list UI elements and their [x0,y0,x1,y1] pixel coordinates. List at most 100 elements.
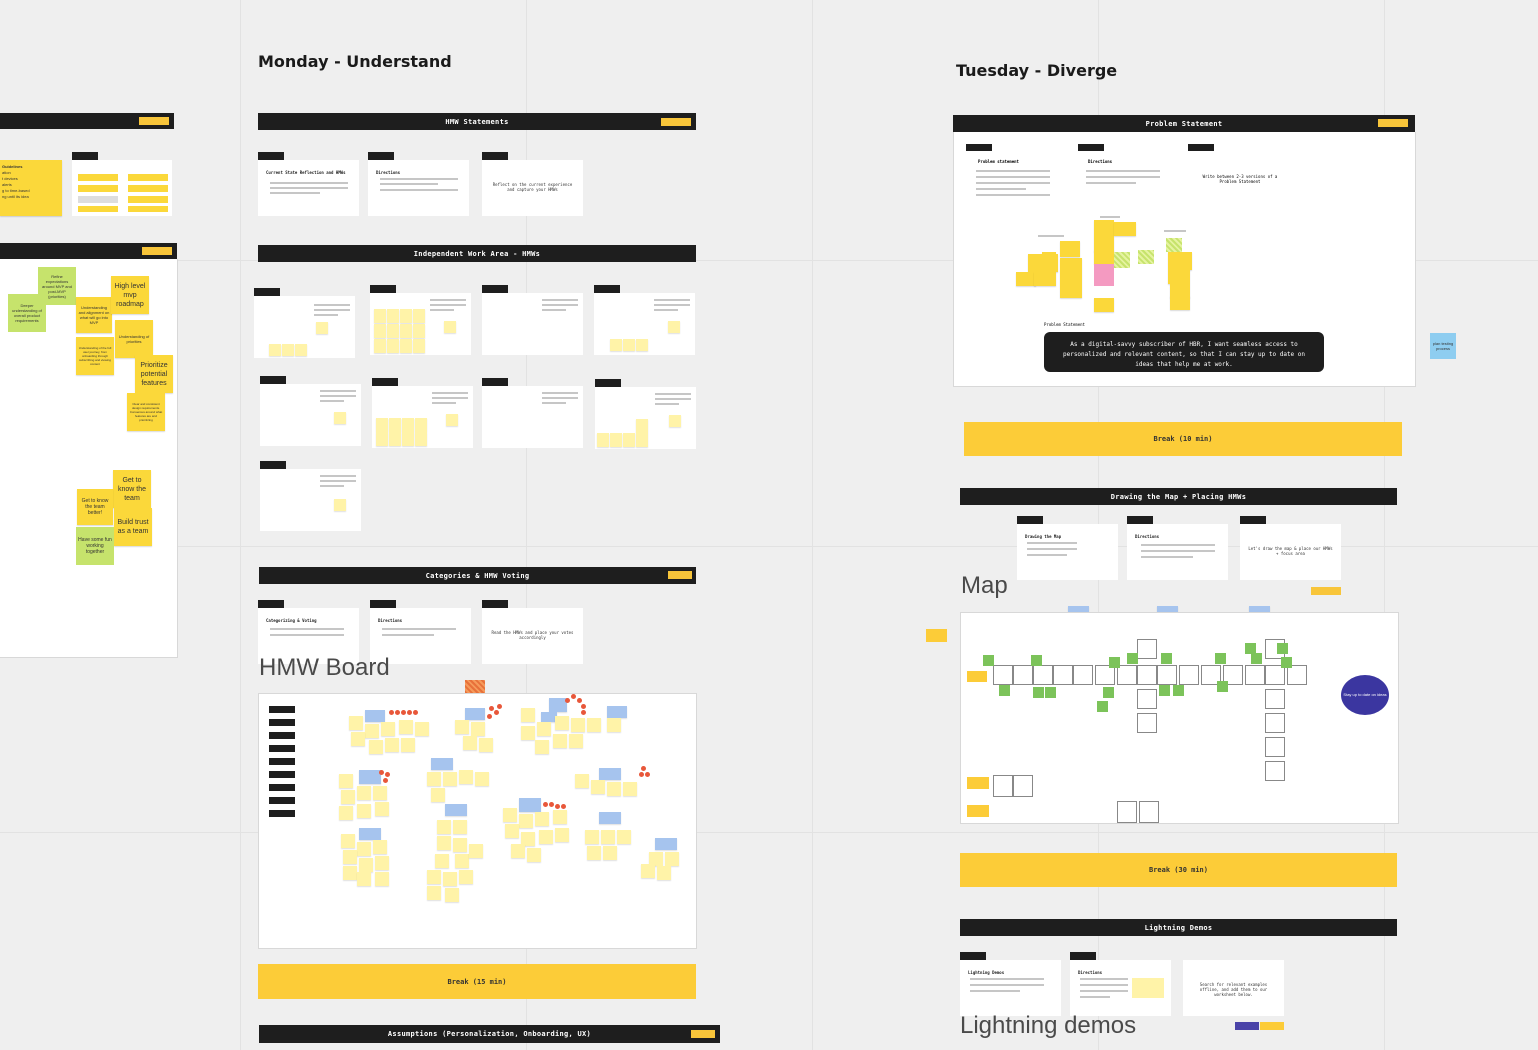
goal-sticky[interactable]: Understanding of priorities [115,320,153,358]
card-title: Directions [376,170,401,175]
goal-sticky[interactable]: Understanding of the full user journey, … [76,337,114,375]
monday-title: Monday - Understand [258,52,452,71]
problem-statement-text: As a digital-savvy subscriber of HBR, I … [1044,332,1324,372]
card-tab [1017,516,1043,524]
assumptions-bar: Assumptions (Personalization, Onboarding… [259,1025,720,1043]
goal-sticky[interactable]: High level mvp roadmap [111,276,149,314]
card-tab [72,152,98,160]
guideline-line: ation [2,170,11,175]
cat-card-1: Categorizing & Voting [258,600,359,664]
map-card-3: Let's draw the map & place our HMWs + fo… [1240,516,1341,580]
categories-bar: Categories & HMW Voting [259,567,696,584]
problem-statement-panel[interactable]: Problem statement Directions Write betwe… [953,132,1416,387]
lightning-card-2: Directions [1070,952,1171,1016]
card-title: Categorizing & Voting [266,618,317,623]
yellow-sticky [1260,1022,1284,1030]
card-content: Read the HMWs and place your votes accor… [491,630,574,640]
left-mini-card [72,152,172,216]
break-10-bar: Break (10 min) [964,422,1402,456]
map-blue-sticky [1157,606,1178,617]
map-label: Map [961,572,1008,599]
problem-direction: Write between 2-3 versions of a Problem … [1202,174,1278,184]
card-tab [1070,952,1096,960]
side-sticky-note[interactable]: plan testing process [1430,333,1456,359]
card-tab [372,378,398,386]
card-tab [594,285,620,293]
map-card-1: Drawing the Map [1017,516,1118,580]
problem-header: Problem statement [978,159,1019,164]
guideline-line: g to time-based [2,188,30,193]
card-tab [482,285,508,293]
work-card [260,461,361,531]
goal-sticky[interactable]: Get to know the team [113,470,151,508]
card-tab [260,461,286,469]
work-card [594,285,695,355]
break-30-bar: Break (30 min) [960,853,1397,887]
guidelines-sticky[interactable]: Guidelines ation t devices alerts g to t… [0,160,62,216]
bar-tag [142,247,172,255]
navy-sticky [1235,1022,1259,1030]
map-goal-circle[interactable]: Stay up to date on ideas [1341,675,1389,715]
map-blue-sticky [1249,606,1270,617]
work-card [370,285,471,355]
cat-card-2: Directions [370,600,471,664]
guideline-line: alerts [2,182,12,187]
card-tab [1240,516,1266,524]
goal-sticky[interactable]: Get to know the team better! [77,489,113,525]
category-labels [269,706,295,823]
cat-card-3: Read the HMWs and place your votes accor… [482,600,583,664]
card-tab [368,152,394,160]
goal-sticky[interactable]: Have some fun working together [76,527,114,565]
bar-tag [691,1030,715,1038]
problem-small-label: Problem Statement [1044,322,1085,327]
lightning-card-1: Lightning Demos [960,952,1061,1016]
guidelines-title: Guidelines [2,164,23,169]
lightning-demos-bar: Lightning Demos [960,919,1397,936]
hmw-statements-bar: HMW Statements [258,113,696,130]
problem-statement-bar: Problem Statement [953,115,1415,132]
work-card [595,379,696,449]
card-tab [595,379,621,387]
tuesday-title: Tuesday - Diverge [956,61,1118,80]
left-yellow-square [926,629,947,642]
card-title: Directions [1135,534,1160,539]
hmw-board[interactable] [258,693,697,949]
orange-pattern-sticky [465,680,485,693]
card-title: Directions [1078,970,1103,975]
bar-tag [668,571,692,579]
hmw-card-1: Current State Reflection and HMWs [258,152,359,216]
card-tab [482,378,508,386]
card-tab [960,952,986,960]
goal-sticky[interactable]: Build trust as a team [114,508,152,546]
card-tab [370,285,396,293]
map-card-2: Directions [1127,516,1228,580]
work-card [482,378,583,448]
hmw-card-2: Directions [368,152,469,216]
guideline-line: ng until its idea [2,194,29,199]
goal-sticky[interactable]: Understanding and alignment on what will… [76,297,112,333]
work-card [254,288,355,358]
goal-sticky[interactable]: Prioritize potential features [135,355,173,393]
map-board[interactable]: Stay up to date on ideas [960,612,1399,824]
bar-tag [1378,119,1408,127]
left-section-bar [0,113,174,129]
card-title: Drawing the Map [1025,534,1062,539]
goal-sticky[interactable]: Deeper understanding of overall product … [8,294,46,332]
yellow-tag [1311,587,1341,595]
hmw-board-label: HMW Board [259,654,390,681]
map-blue-sticky [1068,606,1089,617]
card-content: Search for relevant examples offline, an… [1199,982,1268,997]
card-title: Current State Reflection and HMWs [266,170,346,175]
work-card [372,378,473,448]
card-tab [482,600,508,608]
drawing-map-bar: Drawing the Map + Placing HMWs [960,488,1397,505]
guideline-line: t devices [2,176,18,181]
goal-sticky[interactable]: Clear and consistent design requirements… [127,393,165,431]
bar-tag [661,118,691,126]
work-card [260,376,361,446]
card-title: Directions [378,618,403,623]
independent-work-bar: Independent Work Area - HMWs [258,245,696,262]
lightning-demos-label: Lightning demos [960,1012,1137,1039]
card-tab [370,600,396,608]
card-content: Reflect on the current experience and ca… [492,182,573,192]
